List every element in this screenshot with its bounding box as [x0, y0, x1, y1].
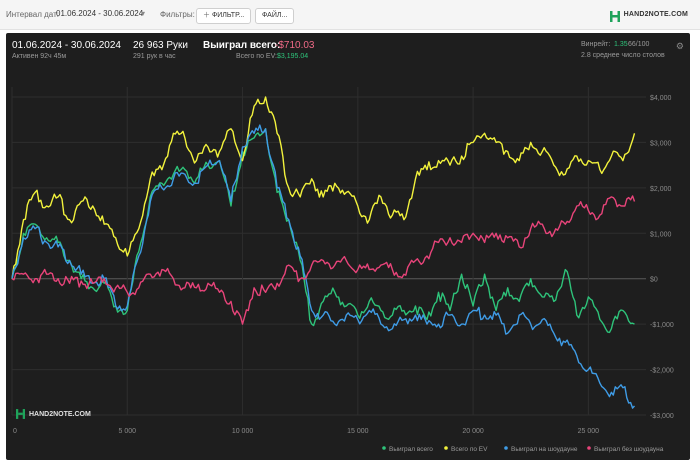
y-tick-label: $4,000 [650, 95, 672, 102]
plus-icon: ＋ [203, 12, 212, 19]
y-tick-label: $3,000 [650, 140, 672, 147]
winrate-label: Винрейт: [581, 41, 611, 48]
legend-marker [587, 446, 591, 450]
series-line [11, 124, 636, 409]
brand-name: HAND2NOTE.COM [623, 11, 688, 18]
x-tick-label: 20 000 [462, 428, 484, 435]
filter-button-label: ФИЛЬТР... [211, 12, 245, 19]
legend-label: Выиграл всего [389, 446, 433, 453]
legend-label: Выиграл без шоудауна [594, 445, 664, 453]
watermark-text: HAND2NOTE.COM [29, 410, 91, 418]
gear-icon[interactable]: ⚙ [675, 41, 684, 51]
chevron-down-icon[interactable]: ▾ [141, 9, 146, 18]
x-tick-label: 5 000 [119, 428, 137, 435]
summary-hands-per-hour: 291 рук в час [133, 53, 176, 60]
ev-total-label: Всего по EV: [236, 53, 277, 60]
date-interval-label: Интервал дат: [6, 10, 59, 19]
won-total-value: -$710.03 [275, 40, 315, 51]
x-tick-label: 10 000 [232, 428, 254, 435]
y-tick-label: $2,000 [650, 186, 672, 193]
y-tick-label: $0 [650, 277, 658, 284]
average-tables: 2.8 среднее число столов [581, 52, 665, 59]
legend-label: Всего по EV [451, 446, 488, 453]
top-toolbar: Интервал дат: 01.06.2024 - 30.06.2024 ▾ … [0, 0, 700, 30]
profit-chart: $4,000 $3,000 $2,000 $1,000 $0 -$1,000 -$2,000… [11, 87, 674, 453]
y-tick-label: $1,000 [650, 231, 672, 238]
winrate-per-100: 66/100 [628, 41, 650, 48]
brand-logo[interactable]: HAND2NOTE.COM [609, 9, 688, 22]
won-total-label: Выиграл всего: [203, 40, 281, 51]
legend-marker [504, 446, 508, 450]
legend-marker [382, 446, 386, 450]
series-line [11, 128, 635, 334]
summary-period: 01.06.2024 - 30.06.2024 [12, 40, 121, 51]
x-tick-label: 0 [13, 428, 17, 435]
hand2note-logo-icon [609, 9, 620, 22]
watermark: HAND2NOTE.COM [16, 409, 91, 419]
x-tick-label: 25 000 [578, 428, 600, 435]
summary-active-time: Активен 92ч 45м [12, 53, 67, 60]
hand2note-watermark-icon [16, 409, 25, 419]
series-line [11, 195, 636, 325]
x-tick-label: 15 000 [347, 428, 369, 435]
file-button[interactable]: ФАЙЛ... [255, 8, 295, 24]
winrate-value: 1.35 [614, 41, 628, 48]
summary-hands: 26 963 Руки [133, 40, 188, 51]
y-tick-label: -$3,000 [650, 413, 674, 420]
legend-marker [444, 446, 448, 450]
y-tick-label: -$2,000 [650, 368, 674, 375]
ev-total-value: $3,195.04 [277, 53, 309, 60]
y-tick-label: -$1,000 [650, 322, 674, 329]
filter-button[interactable]: ＋ ФИЛЬТР... [196, 8, 252, 24]
date-range-picker[interactable]: 01.06.2024 - 30.06.2024 [56, 9, 144, 18]
filters-label: Фильтры: [160, 10, 195, 19]
series-line [11, 96, 636, 279]
legend-label: Выиграл на шоудауне [511, 446, 578, 453]
graph-panel: $4,000 $3,000 $2,000 $1,000 $0 -$1,000 -$2,000… [6, 33, 690, 460]
